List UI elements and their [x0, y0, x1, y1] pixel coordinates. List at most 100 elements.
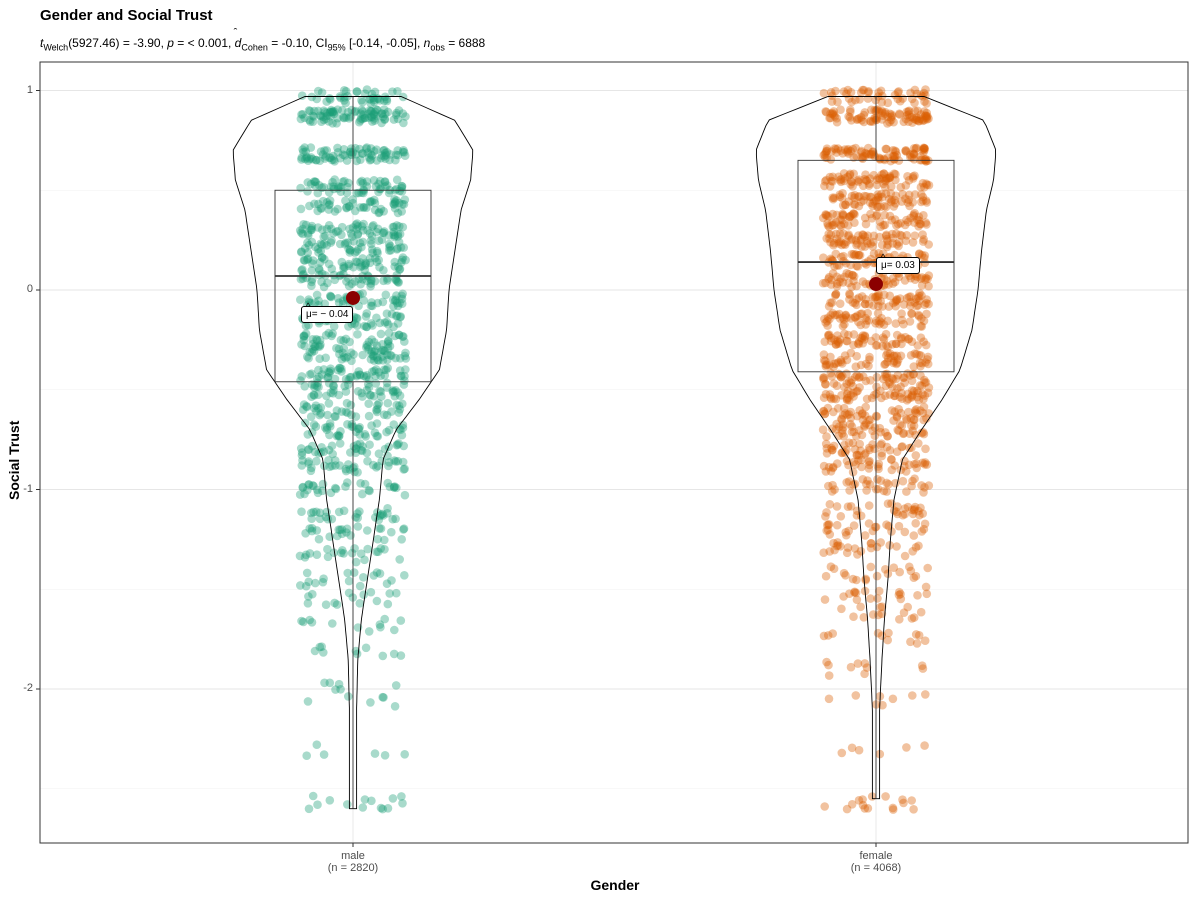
- data-point-female: [868, 242, 877, 251]
- data-point-male: [315, 258, 325, 267]
- data-point-male: [336, 335, 346, 345]
- data-point-male: [360, 555, 369, 565]
- data-point-male: [322, 391, 331, 401]
- data-point-female: [844, 477, 854, 486]
- data-point-female: [924, 299, 933, 309]
- data-point-female: [829, 462, 838, 472]
- data-point-male: [397, 294, 407, 304]
- data-point-female: [821, 362, 831, 371]
- data-point-male: [388, 386, 398, 395]
- data-point-female: [889, 506, 899, 515]
- data-point-female: [879, 169, 889, 178]
- data-point-female: [857, 146, 866, 156]
- data-point-female: [867, 214, 877, 223]
- data-point-male: [383, 355, 392, 365]
- data-point-male: [318, 196, 328, 206]
- data-point-female: [859, 152, 868, 161]
- mu-symbol: μ: [881, 252, 887, 271]
- data-point-female: [868, 440, 877, 449]
- data-point-female: [850, 445, 860, 454]
- data-point-male: [359, 219, 368, 229]
- data-point-female: [877, 106, 887, 116]
- data-point-female: [846, 88, 856, 97]
- data-point-female: [822, 211, 832, 220]
- data-point-male: [325, 368, 334, 378]
- data-point-female: [852, 411, 862, 421]
- data-point-female: [882, 442, 892, 452]
- d-sub: Cohen: [241, 42, 268, 53]
- data-point-female: [844, 330, 853, 340]
- data-point-female: [818, 213, 828, 223]
- data-point-male: [306, 225, 316, 235]
- data-point-female: [836, 146, 845, 155]
- data-point-female: [825, 547, 834, 556]
- data-point-female: [872, 211, 881, 221]
- data-point-female: [834, 172, 843, 182]
- data-point-female: [884, 173, 894, 183]
- data-point-male: [342, 203, 351, 212]
- data-point-male: [328, 329, 337, 338]
- data-point-male: [399, 465, 409, 474]
- data-point-male: [301, 321, 311, 331]
- data-point-female: [863, 231, 873, 240]
- data-point-female: [909, 573, 919, 582]
- data-point-female: [892, 295, 901, 305]
- data-point-male: [395, 265, 404, 275]
- data-point-female: [824, 660, 833, 670]
- data-point-male: [384, 231, 394, 240]
- data-point-female: [913, 388, 923, 398]
- data-point-male: [352, 87, 362, 96]
- data-point-female: [884, 480, 893, 489]
- data-point-female: [874, 88, 883, 97]
- data-point-male: [364, 627, 374, 636]
- data-point-female: [849, 521, 859, 530]
- data-point-female: [906, 297, 915, 307]
- data-point-male: [350, 544, 359, 553]
- data-point-male: [361, 432, 371, 441]
- data-point-female: [920, 182, 929, 192]
- data-point-male: [297, 155, 306, 164]
- data-point-male: [358, 114, 367, 124]
- data-point-female: [889, 202, 899, 211]
- data-point-female: [841, 200, 850, 210]
- data-point-female: [922, 113, 931, 123]
- data-point-male: [303, 178, 313, 187]
- data-point-female: [888, 694, 898, 704]
- data-point-male: [377, 151, 387, 160]
- data-point-female: [890, 155, 899, 164]
- data-point-female: [839, 315, 849, 324]
- data-point-female: [838, 321, 848, 331]
- data-point-female: [823, 313, 833, 323]
- data-point-female: [846, 314, 856, 323]
- data-point-female: [821, 148, 830, 157]
- data-point-male: [308, 441, 317, 451]
- data-point-female: [853, 386, 862, 396]
- data-point-male: [300, 244, 310, 253]
- data-point-male: [382, 94, 392, 104]
- data-point-male: [328, 107, 338, 116]
- data-point-female: [902, 396, 912, 405]
- data-point-male: [340, 96, 349, 105]
- data-point-male: [308, 589, 317, 599]
- data-point-male: [315, 342, 325, 351]
- data-point-male: [359, 573, 368, 582]
- data-point-male: [368, 301, 377, 311]
- data-point-female: [846, 378, 856, 388]
- data-point-male: [372, 463, 381, 472]
- data-point-male: [399, 118, 408, 128]
- data-point-male: [317, 240, 327, 250]
- data-point-female: [843, 146, 853, 155]
- data-point-male: [324, 445, 334, 455]
- data-point-female: [854, 250, 864, 260]
- data-point-male: [307, 508, 316, 518]
- data-point-male: [316, 340, 325, 350]
- data-point-female: [900, 504, 910, 513]
- data-point-female: [836, 174, 846, 184]
- data-point-female: [918, 389, 927, 399]
- data-point-male: [365, 258, 375, 268]
- data-point-female: [841, 200, 850, 209]
- data-point-female: [861, 313, 870, 323]
- data-point-male: [328, 619, 337, 628]
- data-point-male: [398, 457, 408, 467]
- data-point-female: [843, 221, 853, 230]
